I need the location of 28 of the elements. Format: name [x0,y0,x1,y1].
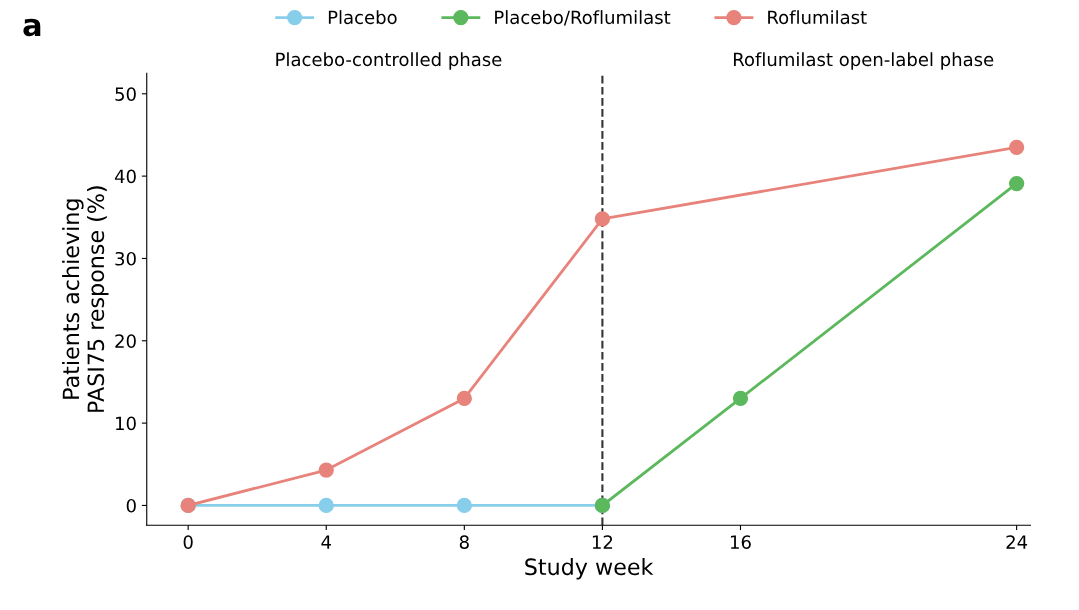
y-tick-label: 10 [116,416,136,431]
y-tick-label: 50 [115,87,136,101]
x-tick-label: 12 [592,535,613,549]
legend-label: Roflumilast [768,10,867,25]
point [456,497,472,514]
x-tick-label: 8 [459,535,469,549]
y-axis-title: Patients achieving PASI75 response (%) [62,186,109,412]
point [318,462,334,478]
point [318,497,334,514]
point [594,211,611,227]
legend-label: Placebo/Roflumilast [495,10,671,26]
y-tick-label: 20 [115,334,136,348]
text: Placebo-controlled phase [276,52,502,70]
text: Roflumilast open-label phase [733,52,994,70]
x-tick-label: 4 [321,535,331,549]
y-tick-label: 40 [114,169,136,184]
legend-label: Placebo [328,10,397,25]
point [456,390,472,407]
text: a [23,18,41,37]
x-tick-label: 16 [730,535,751,549]
x-tick-label: 0 [183,535,193,549]
point [732,390,749,407]
point [1008,139,1025,155]
x-tick-label: 24 [1006,535,1028,549]
y-tick-label: 30 [115,251,136,266]
point [1008,175,1025,192]
y-tick-label: 0 [126,498,136,513]
x-axis-title: Study week [525,557,654,580]
